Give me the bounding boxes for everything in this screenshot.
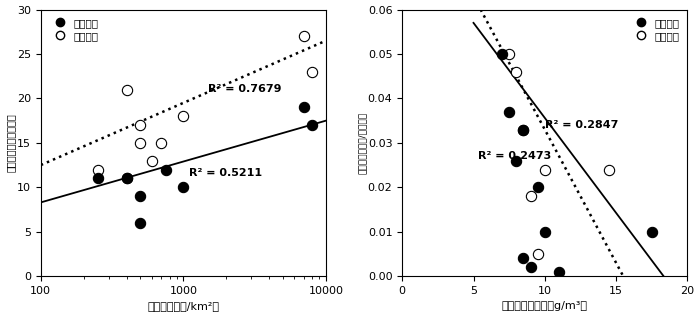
Y-axis label: 拡大、収束期間（日）: 拡大、収束期間（日）: [6, 113, 15, 172]
Point: [155, 140, 167, 146]
Point: [525, 265, 536, 270]
Point: [135, 123, 146, 128]
Point: [646, 229, 657, 234]
Point: [307, 69, 318, 74]
Point: [178, 185, 189, 190]
Point: [92, 167, 103, 172]
Point: [518, 256, 529, 261]
Point: [298, 105, 309, 110]
Point: [121, 176, 132, 181]
Point: [532, 251, 543, 256]
Point: [121, 176, 132, 181]
Point: [518, 127, 529, 132]
Point: [135, 220, 146, 225]
Point: [135, 140, 146, 146]
Point: [554, 269, 565, 274]
Point: [525, 194, 536, 199]
Point: [532, 185, 543, 190]
Point: [178, 114, 189, 119]
Point: [92, 176, 103, 181]
Text: R² = 0.5211: R² = 0.5211: [189, 168, 262, 178]
Point: [511, 158, 522, 163]
Point: [146, 158, 158, 163]
Point: [298, 34, 309, 39]
Point: [603, 167, 615, 172]
Point: [539, 229, 550, 234]
Point: [539, 167, 550, 172]
Legend: 拡大期間, 収束期間: 拡大期間, 収束期間: [627, 15, 682, 44]
Legend: 拡大期間, 収束期間: 拡大期間, 収束期間: [46, 15, 102, 44]
Point: [496, 51, 507, 56]
Point: [518, 127, 529, 132]
Y-axis label: 拡大、収束期間/人口密度: 拡大、収束期間/人口密度: [358, 112, 366, 174]
Point: [307, 123, 318, 128]
Text: R² = 0.2473: R² = 0.2473: [478, 151, 551, 161]
Text: R² = 0.2847: R² = 0.2847: [545, 120, 618, 130]
Point: [135, 194, 146, 199]
X-axis label: 日最大絶対湿度（g/m³）: 日最大絶対湿度（g/m³）: [502, 301, 588, 311]
Point: [121, 87, 132, 92]
Point: [160, 167, 172, 172]
Text: R² = 0.7679: R² = 0.7679: [209, 84, 282, 94]
Point: [503, 51, 514, 56]
Point: [511, 69, 522, 74]
X-axis label: 人口密度（人/km²）: 人口密度（人/km²）: [148, 301, 219, 311]
Point: [503, 109, 514, 114]
